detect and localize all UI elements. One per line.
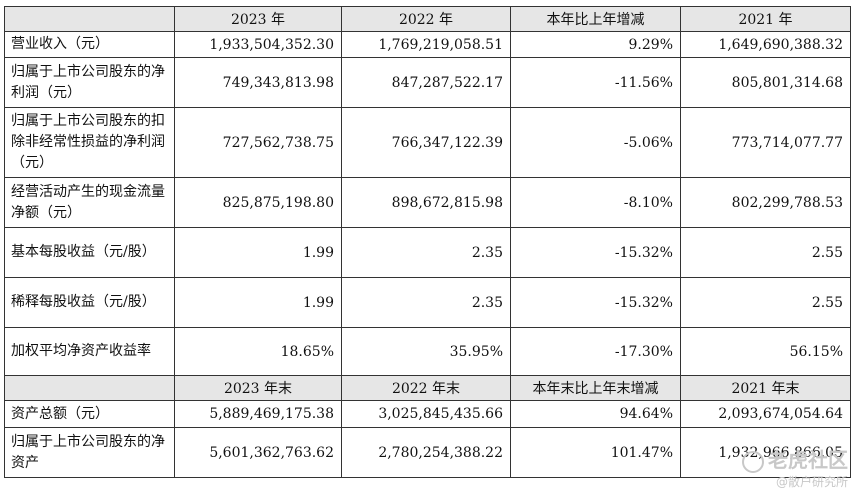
value-cell: 1.99 [174,227,342,278]
header-empty-cell [4,375,175,401]
value-cell: 1,769,219,058.51 [341,31,511,58]
value-cell: 847,287,522.17 [341,57,511,108]
value-cell: -17.30% [510,327,681,376]
value-cell: 727,562,738.75 [174,107,342,178]
value-cell: 802,299,788.53 [680,177,851,228]
row-label: 归属于上市公司股东的净资产 [4,427,175,478]
row-label: 加权平均净资产收益率 [4,327,175,376]
financial-summary-table: 2023 年 2022 年 本年比上年增减 2021 年 营业收入（元） 1,9… [4,6,851,478]
value-cell: 2.55 [680,227,851,278]
value-cell: 18.65% [174,327,342,376]
value-cell: 101.47% [510,427,681,478]
table-row: 加权平均净资产收益率 18.65% 35.95% -17.30% 56.15% [4,327,851,376]
row-label: 稀释每股收益（元/股） [4,277,175,328]
value-cell: 825,875,198.80 [174,177,342,228]
value-cell: -8.10% [510,177,681,228]
value-cell: 2.35 [341,277,511,328]
header-cell: 2022 年末 [341,375,511,401]
header-row-year-end: 2023 年末 2022 年末 本年末比上年末增减 2021 年末 [4,375,851,401]
header-cell: 2023 年 [174,6,342,32]
table-row: 归属于上市公司股东的扣除非经常性损益的净利润（元） 727,562,738.75… [4,107,851,178]
header-cell: 2023 年末 [174,375,342,401]
header-cell: 本年比上年增减 [510,6,681,32]
value-cell: 2.55 [680,277,851,328]
table-row: 经营活动产生的现金流量净额（元） 825,875,198.80 898,672,… [4,177,851,228]
table-row: 归属于上市公司股东的净利润（元） 749,343,813.98 847,287,… [4,57,851,108]
row-label: 基本每股收益（元/股） [4,227,175,278]
watermark-main-text: 老虎社区 [768,448,848,472]
value-cell: 2.35 [341,227,511,278]
value-cell: 2,093,674,054.64 [680,400,851,428]
value-cell: 766,347,122.39 [341,107,511,178]
header-cell: 2021 年 [680,6,851,32]
tiger-logo-icon [742,450,764,473]
row-label: 经营活动产生的现金流量净额（元） [4,177,175,228]
value-cell: 2,780,254,388.22 [341,427,511,478]
row-label: 归属于上市公司股东的净利润（元） [4,57,175,108]
value-cell: 898,672,815.98 [341,177,511,228]
value-cell: -5.06% [510,107,681,178]
header-empty-cell [4,6,175,32]
value-cell: 5,889,469,175.38 [174,400,342,428]
value-cell: 1,933,504,352.30 [174,31,342,58]
watermark-main: 老虎社区 [742,444,848,473]
value-cell: 805,801,314.68 [680,57,851,108]
header-cell: 2021 年末 [680,375,851,401]
value-cell: 94.64% [510,400,681,428]
value-cell: 749,343,813.98 [174,57,342,108]
table-row: 基本每股收益（元/股） 1.99 2.35 -15.32% 2.55 [4,227,851,278]
table-row: 稀释每股收益（元/股） 1.99 2.35 -15.32% 2.55 [4,277,851,328]
header-row-year: 2023 年 2022 年 本年比上年增减 2021 年 [4,6,851,32]
watermark-sub: @散户研究所 [775,475,848,489]
row-label: 资产总额（元） [4,400,175,428]
value-cell: 5,601,362,763.62 [174,427,342,478]
value-cell: 9.29% [510,31,681,58]
value-cell: 56.15% [680,327,851,376]
watermark: 老虎社区 @散户研究所 [742,444,848,490]
value-cell: 1.99 [174,277,342,328]
value-cell: -15.32% [510,277,681,328]
value-cell: 773,714,077.77 [680,107,851,178]
header-cell: 2022 年 [341,6,511,32]
value-cell: 35.95% [341,327,511,376]
value-cell: 3,025,845,435.66 [341,400,511,428]
table-row: 营业收入（元） 1,933,504,352.30 1,769,219,058.5… [4,31,851,58]
value-cell: 1,649,690,388.32 [680,31,851,58]
value-cell: -15.32% [510,227,681,278]
header-cell: 本年末比上年末增减 [510,375,681,401]
row-label: 归属于上市公司股东的扣除非经常性损益的净利润（元） [4,107,175,178]
row-label: 营业收入（元） [4,31,175,58]
value-cell: -11.56% [510,57,681,108]
table-row: 资产总额（元） 5,889,469,175.38 3,025,845,435.6… [4,400,851,428]
table-row: 归属于上市公司股东的净资产 5,601,362,763.62 2,780,254… [4,427,851,478]
